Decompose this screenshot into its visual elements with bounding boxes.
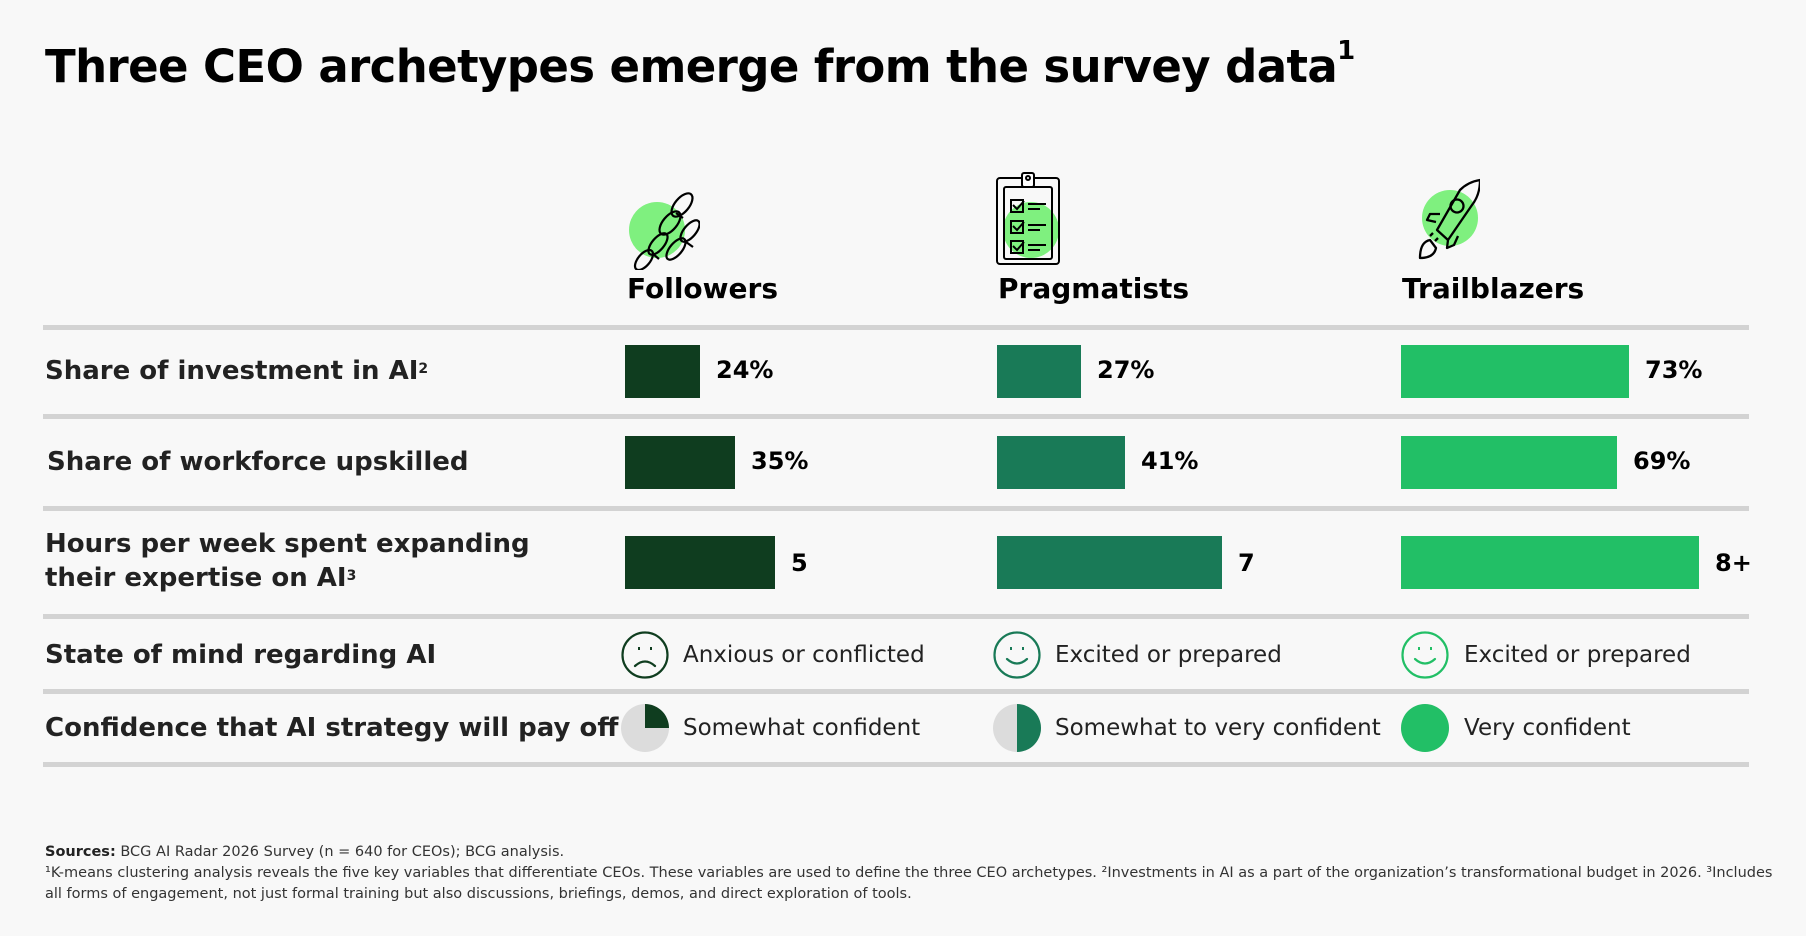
quarter-pie-icon — [621, 704, 669, 752]
column-header-trailblazers: Trailblazers — [1402, 272, 1585, 305]
bottom-divider — [43, 762, 1749, 767]
confidence-text: Somewhat confident — [683, 715, 921, 741]
sources-text: BCG AI Radar 2026 Survey (n = 640 for CE… — [115, 844, 565, 860]
bar-value-label: 8+ — [1715, 549, 1752, 577]
bar-pragmatists — [997, 345, 1081, 398]
bar-trailblazers — [1401, 536, 1699, 589]
bar-trailblazers — [1401, 436, 1617, 489]
row-label-text: Share of workforce upskilled — [47, 447, 469, 477]
footnote-line-2: all forms of engagement, not just formal… — [45, 886, 912, 902]
bar-followers — [625, 436, 735, 489]
sources-line: Sources: BCG AI Radar 2026 Survey (n = 6… — [45, 842, 564, 863]
row-label-line-2: their expertise on AI3 — [45, 561, 530, 595]
bar-pragmatists — [997, 536, 1222, 589]
bar-followers — [625, 345, 700, 398]
sources-label: Sources: — [45, 844, 116, 860]
confidence-text: Somewhat to very confident — [1055, 715, 1381, 741]
row-divider — [43, 689, 1749, 694]
bar-value-label: 24% — [716, 356, 774, 384]
page-title: Three CEO archetypes emerge from the sur… — [45, 36, 1355, 94]
row-label-hours: Hours per week spent expanding their exp… — [45, 527, 530, 595]
smiley-face-icon — [1401, 631, 1449, 679]
bar-value-label: 73% — [1645, 356, 1703, 384]
row-label-text: their expertise on AI — [45, 563, 347, 593]
state-of-mind-text: Anxious or conflicted — [683, 642, 925, 668]
title-footnote-ref: 1 — [1337, 36, 1355, 66]
footnote-ref: 2 — [418, 361, 429, 377]
column-header-pragmatists: Pragmatists — [998, 272, 1190, 305]
sad-face-icon — [621, 631, 669, 679]
state-of-mind-text: Excited or prepared — [1464, 642, 1691, 668]
bar-value-label: 27% — [1097, 356, 1155, 384]
state-of-mind-text: Excited or prepared — [1055, 642, 1282, 668]
title-text: Three CEO archetypes emerge from the sur… — [45, 40, 1338, 93]
header-divider — [43, 325, 1749, 330]
bar-value-label: 41% — [1141, 447, 1199, 475]
full-pie-icon — [1401, 704, 1449, 752]
smiley-face-icon — [993, 631, 1041, 679]
row-label-upskilled: Share of workforce upskilled — [47, 445, 468, 479]
row-label-line-1: Hours per week spent expanding — [45, 529, 530, 559]
bar-value-label: 5 — [791, 549, 808, 577]
bar-value-label: 69% — [1633, 447, 1691, 475]
footsteps-icon — [629, 192, 700, 270]
footnote-line-1: ¹K-means clustering analysis reveals the… — [45, 865, 1773, 881]
row-divider — [43, 506, 1749, 511]
row-divider — [43, 414, 1749, 419]
bar-followers — [625, 536, 775, 589]
half-pie-icon — [993, 704, 1041, 752]
bar-pragmatists — [997, 436, 1125, 489]
bar-trailblazers — [1401, 345, 1629, 398]
bar-value-label: 35% — [751, 447, 809, 475]
row-label-state-of-mind: State of mind regarding AI — [45, 640, 437, 670]
confidence-text: Very confident — [1464, 715, 1631, 741]
clipboard-checklist-icon — [996, 172, 1060, 265]
bar-value-label: 7 — [1238, 549, 1255, 577]
row-label-investment: Share of investment in AI2 — [45, 354, 428, 388]
column-header-followers: Followers — [627, 272, 778, 305]
row-label-confidence: Confidence that AI strategy will pay off — [45, 713, 619, 743]
row-label-text: Share of investment in AI — [45, 356, 419, 386]
rocket-icon — [1418, 178, 1480, 260]
footnote-ref: 3 — [346, 568, 357, 584]
row-divider — [43, 614, 1749, 619]
